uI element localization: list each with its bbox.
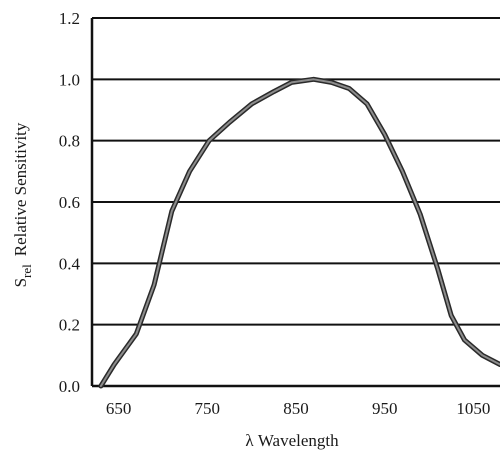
y-tick-label: 0.4 [59,254,81,273]
y-axis-subscript: rel [19,264,34,278]
sensitivity-curve-highlight [99,78,500,387]
y-axis-text: Relative Sensitivity [11,122,30,256]
sensitivity-curve [98,76,500,389]
y-tick-label: 1.2 [59,9,80,28]
y-tick-labels: 0.0 0.2 0.4 0.6 0.8 1.0 1.2 [59,9,81,396]
y-tick-label: 0.6 [59,193,80,212]
plot-series [98,76,500,389]
y-tick-label: 0.2 [59,316,80,335]
x-tick-label: 650 [106,399,132,418]
x-tick-labels: 650 750 850 950 1050 [106,399,491,418]
x-tick-label: 750 [195,399,221,418]
y-tick-label: 0.0 [59,377,80,396]
y-tick-label: 0.8 [59,132,80,151]
y-axis-symbol: S [11,278,30,287]
y-axis-title: Srel Relative Sensitivity [11,122,34,287]
x-tick-label: 850 [283,399,309,418]
axes [90,18,500,388]
x-tick-label: 950 [372,399,398,418]
x-axis-title: λ Wavelength [245,431,339,450]
y-tick-label: 1.0 [59,70,80,89]
x-tick-label: 1050 [456,399,490,418]
